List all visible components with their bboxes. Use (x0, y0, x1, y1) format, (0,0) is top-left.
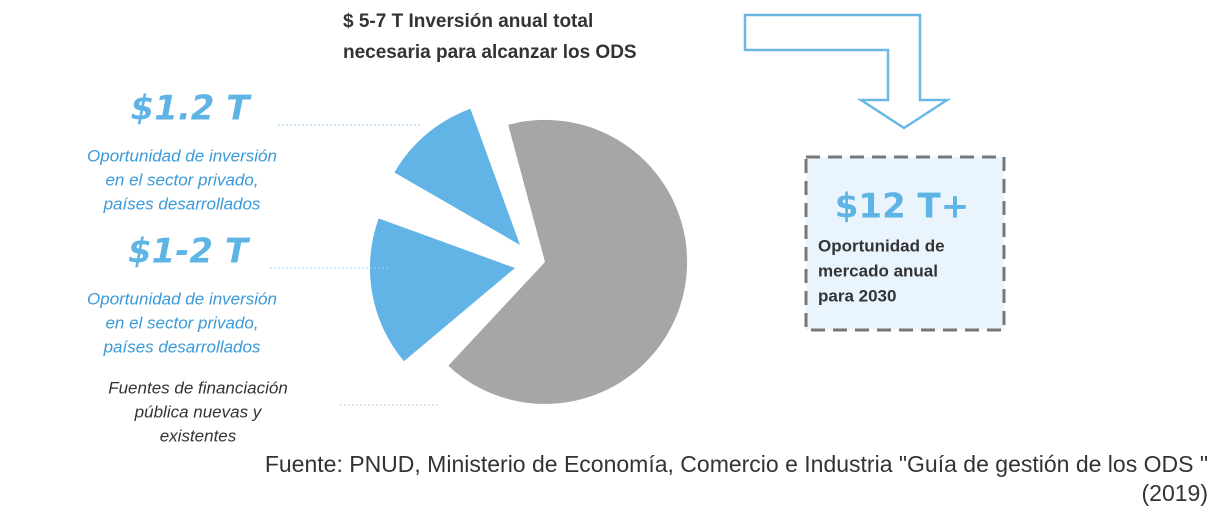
description: en el sector privado, (105, 313, 258, 332)
public-funding-slice (448, 119, 688, 404)
box-text: para 2030 (818, 286, 896, 305)
description: países desarrollados (103, 194, 261, 213)
header-line: $ 5-7 T Inversión anual total (343, 11, 593, 32)
box-amount: $12 T+ (835, 187, 970, 227)
market-box (804, 155, 1006, 332)
upper-blue-slice (394, 108, 520, 245)
arrow (743, 13, 952, 130)
description: Oportunidad de inversión (87, 146, 277, 165)
description: existentes (160, 426, 237, 445)
box-text: mercado anual (818, 261, 938, 280)
description: países desarrollados (103, 337, 261, 356)
description: pública nuevas y (134, 402, 263, 421)
header-line: necesaria para alcanzar los ODS (343, 42, 637, 63)
amount: $1-2 T (128, 232, 251, 272)
source: Fuente: PNUD, Ministerio de Economía, Co… (265, 451, 1208, 477)
description: en el sector privado, (105, 170, 258, 189)
lower-blue-slice (369, 218, 515, 362)
description: Fuentes de financiación (108, 378, 288, 397)
box-text: Oportunidad de (818, 236, 945, 255)
source: (2019) (1142, 480, 1208, 506)
description: Oportunidad de inversión (87, 289, 277, 308)
amount: $1.2 T (131, 89, 253, 129)
